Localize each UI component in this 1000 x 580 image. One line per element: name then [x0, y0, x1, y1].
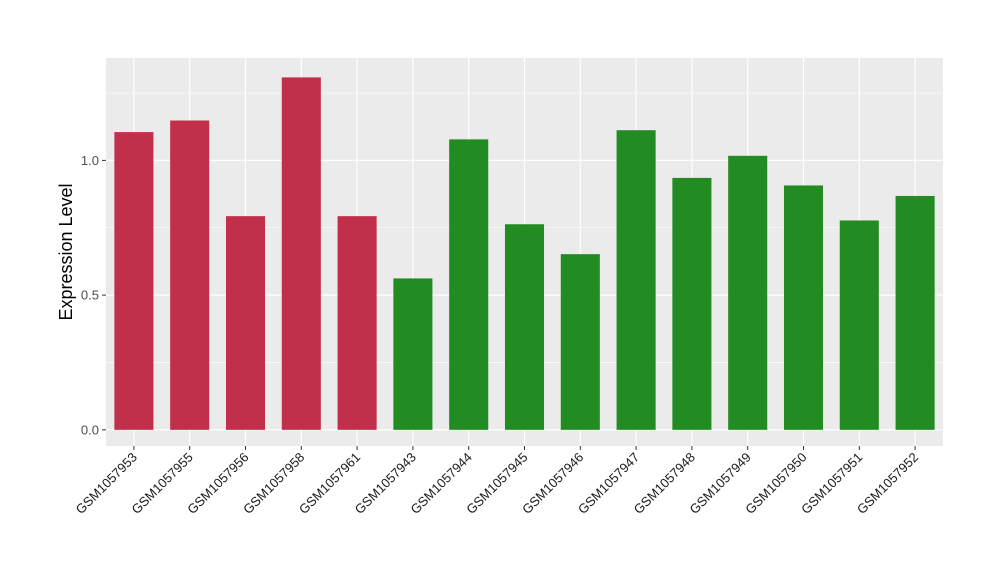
y-tick-label: 1.0 — [81, 153, 99, 168]
bar — [114, 132, 154, 430]
bar — [783, 185, 824, 430]
y-axis: 0.0 0.5 1.0 — [81, 153, 106, 437]
y-tick-label: 0.5 — [81, 288, 99, 303]
x-axis: GSM1057953GSM1057955GSM1057956GSM1057958… — [73, 446, 921, 517]
bar — [672, 177, 712, 430]
bar — [728, 155, 768, 430]
bar — [449, 139, 489, 430]
y-tick-label: 0.0 — [81, 422, 99, 437]
bar — [337, 216, 377, 430]
bar — [225, 216, 266, 430]
bars — [114, 77, 935, 430]
bar — [504, 224, 545, 430]
bar — [895, 195, 935, 430]
y-axis-title: Expression Level — [56, 183, 76, 320]
bar — [170, 120, 210, 430]
bar — [560, 254, 600, 430]
bar — [281, 77, 321, 430]
bar — [839, 220, 879, 430]
bar — [393, 278, 433, 430]
bar — [616, 130, 656, 430]
